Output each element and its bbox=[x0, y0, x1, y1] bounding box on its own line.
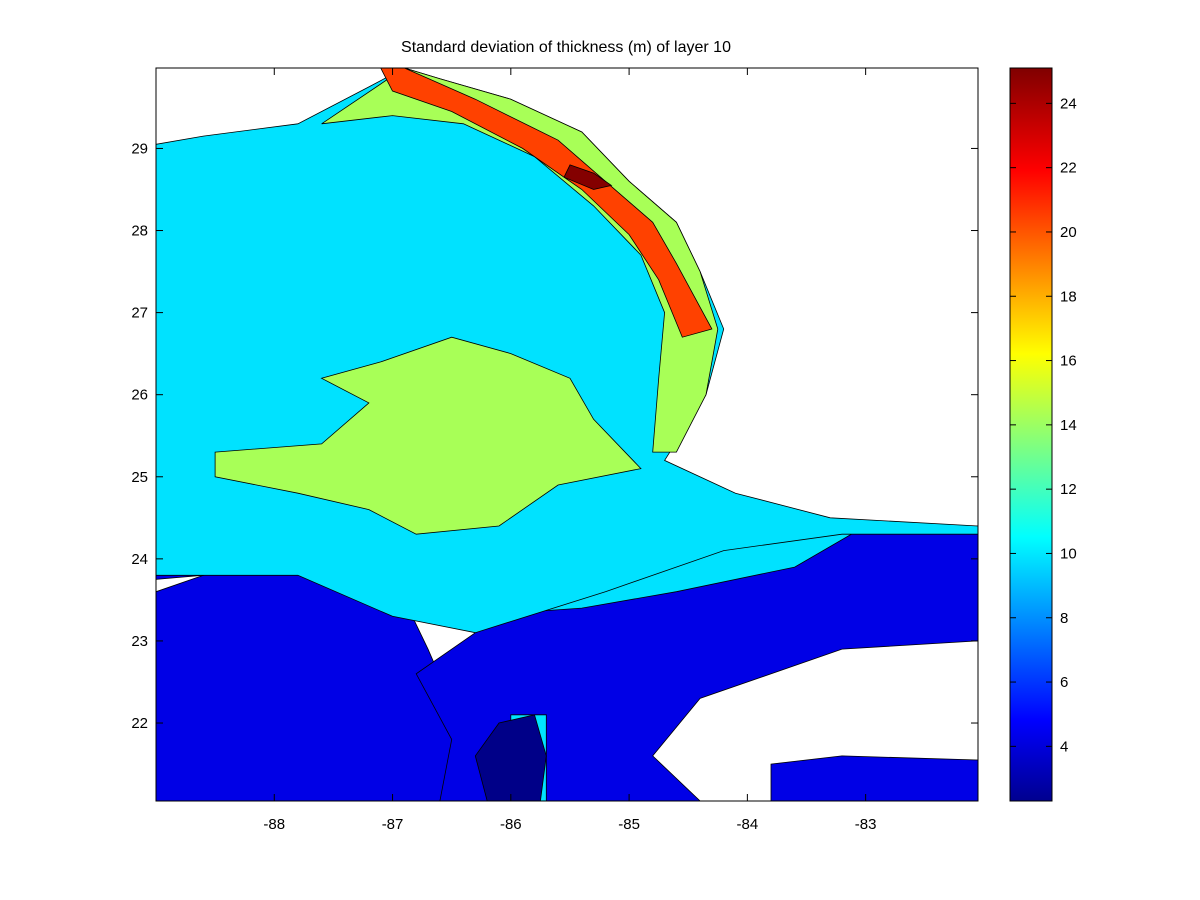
y-tick-label: 24 bbox=[131, 551, 148, 568]
y-tick-label: 29 bbox=[131, 140, 148, 157]
colorbar-tick-label: 12 bbox=[1060, 481, 1077, 498]
x-tick-label: -86 bbox=[500, 816, 522, 833]
y-tick-label: 27 bbox=[131, 305, 148, 322]
plot-area: -88 -87 -86 -85 -84 -83 22 23 24 25 26 27 28 29 bbox=[131, 67, 979, 833]
colorbar-tick-label: 4 bbox=[1060, 738, 1068, 755]
colorbar-tick-label: 14 bbox=[1060, 417, 1077, 434]
colorbar-tick-label: 6 bbox=[1060, 674, 1068, 691]
x-tick-label: -87 bbox=[382, 816, 404, 833]
contour-regions bbox=[156, 68, 978, 801]
y-tick-label: 25 bbox=[131, 469, 148, 486]
colorbar-tick-label: 10 bbox=[1060, 545, 1077, 562]
colorbar-ticks: 4 6 8 10 12 14 16 18 20 22 24 bbox=[1010, 95, 1077, 755]
x-axis: -88 -87 -86 -85 -84 -83 bbox=[263, 68, 876, 833]
contour-region-coastal-band-peak bbox=[380, 68, 713, 338]
colorbar-tick-label: 24 bbox=[1060, 95, 1077, 112]
x-tick-label: -84 bbox=[737, 816, 759, 833]
contour-region-coastal-max bbox=[563, 164, 613, 190]
y-tick-label: 26 bbox=[131, 387, 148, 404]
y-tick-label: 23 bbox=[131, 633, 148, 650]
x-tick-label: -88 bbox=[263, 816, 285, 833]
colorbar-gradient bbox=[1009, 67, 1053, 802]
contour-region-southeast-strip-low bbox=[770, 755, 978, 801]
y-axis: 22 23 24 25 26 27 28 29 bbox=[131, 140, 978, 732]
x-tick-label: -85 bbox=[618, 816, 640, 833]
x-tick-label: -83 bbox=[855, 816, 877, 833]
chart-title: Standard deviation of thickness (m) of l… bbox=[401, 39, 731, 56]
colorbar-tick-label: 8 bbox=[1060, 610, 1068, 627]
colorbar: 4 6 8 10 12 14 16 18 20 22 24 bbox=[1009, 67, 1077, 802]
y-tick-label: 28 bbox=[131, 223, 148, 240]
y-tick-label: 22 bbox=[131, 715, 148, 732]
colorbar-tick-label: 20 bbox=[1060, 224, 1077, 241]
colorbar-tick-label: 18 bbox=[1060, 288, 1077, 305]
contour-region-central-plateau-high bbox=[214, 336, 642, 535]
plot-frame bbox=[155, 67, 979, 802]
colorbar-tick-label: 16 bbox=[1060, 353, 1077, 370]
colorbar-tick-label: 22 bbox=[1060, 160, 1077, 177]
contour-region-deep-channel-min bbox=[474, 714, 547, 801]
